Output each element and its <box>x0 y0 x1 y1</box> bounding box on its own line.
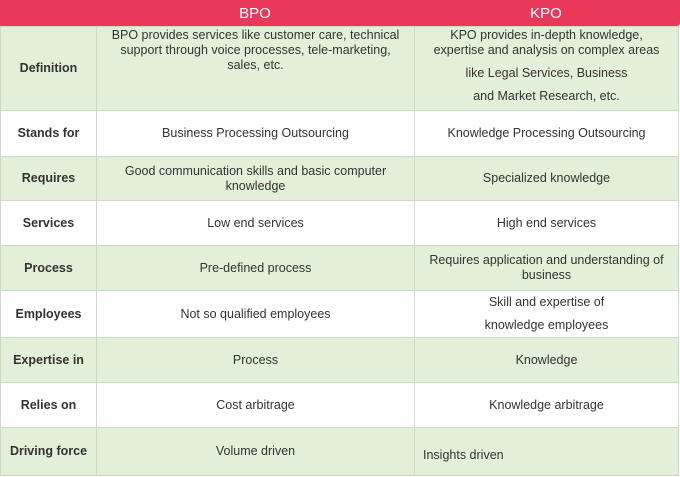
bpo-cell: Process <box>96 337 415 383</box>
cell-text: Specialized knowledge <box>482 171 611 185</box>
table-row: Process Pre-defined process Requires app… <box>0 245 679 291</box>
row-label: Expertise in <box>0 337 97 383</box>
cell-text: sales, etc. <box>227 58 284 72</box>
table-row: Driving force Volume driven Insights dri… <box>0 427 679 476</box>
cell-text: Not so qualified employees <box>180 306 331 321</box>
kpo-cell: Requires application and understanding o… <box>414 245 679 291</box>
row-label: Stands for <box>0 110 97 157</box>
cell-text: knowledge <box>225 178 286 193</box>
cell-text: knowledge employees <box>484 318 609 332</box>
bpo-cell: Cost arbitrage <box>96 382 415 428</box>
row-label: Driving force <box>0 427 97 476</box>
table-header: BPO KPO <box>0 0 680 26</box>
table-row: Relies on Cost arbitrage Knowledge arbit… <box>0 382 679 428</box>
bpo-cell: Pre-defined process <box>96 245 415 291</box>
cell-text: Process <box>232 352 279 367</box>
cell-text: Pre-defined process <box>199 260 312 275</box>
kpo-cell: Skill and expertise of knowledge employe… <box>414 290 679 338</box>
cell-text: High end services <box>496 215 597 230</box>
cell-text: Knowledge <box>515 352 578 367</box>
column-header-bpo: BPO <box>239 5 271 22</box>
table-row: Requires Good communication skills and b… <box>0 156 679 201</box>
row-label: Definition <box>0 26 97 111</box>
cell-text: KPO provides in-depth knowledge, <box>450 28 643 42</box>
cell-text: Skill and expertise of <box>488 295 605 309</box>
row-label: Employees <box>0 290 97 338</box>
cell-text: Low end services <box>207 215 304 230</box>
cell-text: Business Processing Outsourcing <box>162 126 349 140</box>
bpo-cell: Not so qualified employees <box>96 290 415 338</box>
kpo-cell: Specialized knowledge <box>414 156 679 201</box>
table-row: Expertise in Process Knowledge <box>0 337 679 383</box>
bpo-cell: Good communication skills and basic comp… <box>96 156 415 201</box>
bpo-cell: Volume driven <box>96 427 415 476</box>
cell-text: BPO provides services like customer care… <box>111 28 400 42</box>
table-row: Stands for Business Processing Outsourci… <box>0 110 679 157</box>
kpo-cell: KPO provides in-depth knowledge, experti… <box>414 26 679 111</box>
table-row: Services Low end services High end servi… <box>0 200 679 246</box>
cell-text: and Market Research, etc. <box>473 89 620 103</box>
row-label: Requires <box>0 156 97 201</box>
row-label: Relies on <box>0 382 97 428</box>
cell-text: like Legal Services, Business <box>465 66 628 80</box>
kpo-cell: High end services <box>414 200 679 246</box>
cell-text: Good communication skills and basic comp… <box>124 163 387 178</box>
table-row: Definition BPO provides services like cu… <box>0 26 679 111</box>
cell-text: Volume driven <box>215 444 296 458</box>
bpo-cell: Business Processing Outsourcing <box>96 110 415 157</box>
cell-text: expertise and analysis on complex areas <box>433 43 660 57</box>
column-header-kpo: KPO <box>530 5 562 22</box>
table-row: Employees Not so qualified employees Ski… <box>0 290 679 338</box>
row-label: Process <box>0 245 97 291</box>
cell-text: Knowledge Processing Outsourcing <box>447 126 646 140</box>
bpo-cell: Low end services <box>96 200 415 246</box>
kpo-cell: Knowledge Processing Outsourcing <box>414 110 679 157</box>
cell-text: Knowledge arbitrage <box>489 397 604 412</box>
comparison-table: Definition BPO provides services like cu… <box>0 26 679 476</box>
kpo-cell: Knowledge arbitrage <box>414 382 679 428</box>
cell-text: support through voice processes, tele-ma… <box>120 43 391 57</box>
cell-text: Insights driven <box>423 448 504 462</box>
cell-text: Requires application and understanding o… <box>429 253 664 267</box>
kpo-cell: Knowledge <box>414 337 679 383</box>
cell-text: Cost arbitrage <box>216 397 295 412</box>
kpo-cell: Insights driven <box>414 427 679 476</box>
cell-text: business <box>521 268 572 282</box>
bpo-cell: BPO provides services like customer care… <box>96 26 415 111</box>
row-label: Services <box>0 200 97 246</box>
